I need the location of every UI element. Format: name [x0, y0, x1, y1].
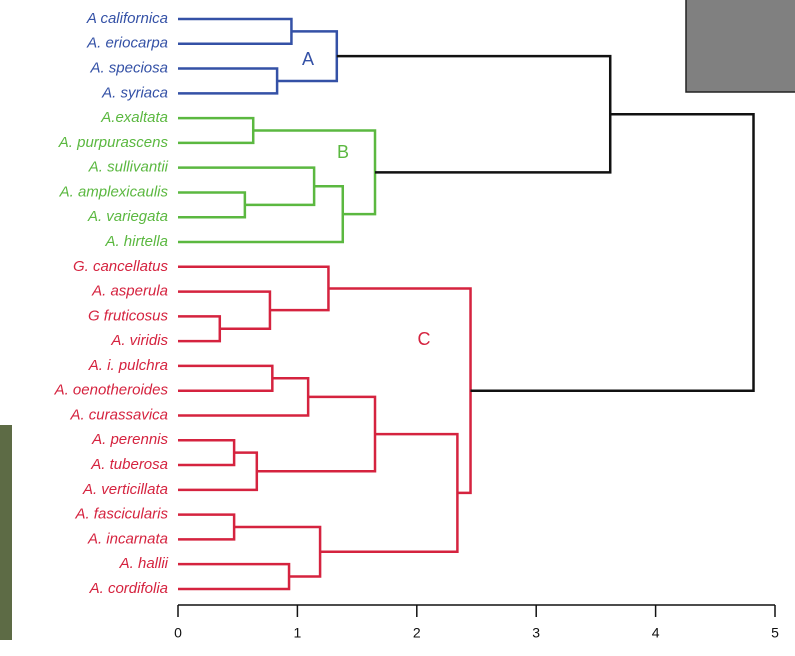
leaf-label: A. variegata	[87, 208, 168, 225]
cluster-label: C	[418, 329, 431, 349]
leaf-label: A. sullivantii	[88, 159, 169, 176]
x-tick-label: 3	[532, 625, 540, 641]
leaf-label: A. amplexicaulis	[59, 183, 169, 200]
leaf-label: A. verticillata	[82, 481, 168, 498]
leaf-label: A californica	[86, 10, 168, 27]
leaf-label: A. oenotheroides	[54, 382, 169, 399]
x-tick-label: 0	[174, 625, 182, 641]
leaf-label: A. viridis	[110, 332, 168, 349]
leaf-label: A.exaltata	[100, 109, 168, 126]
leaf-label: A. purpurascens	[58, 134, 169, 151]
leaf-label: A. i. pulchra	[88, 357, 168, 374]
leaf-label: A. asperula	[91, 283, 168, 300]
leaf-label: A. tuberosa	[90, 456, 168, 473]
cluster-label: B	[337, 142, 349, 162]
leaf-label: G. cancellatus	[73, 258, 169, 275]
chart: A californica A. eriocarpa A. speciosa A. s…	[0, 0, 795, 656]
x-tick-label: 5	[771, 625, 779, 641]
leaf-label: A. eriocarpa	[86, 35, 168, 52]
image-fragment	[0, 425, 12, 640]
x-tick-label: 1	[294, 625, 302, 641]
leaf-label: A. incarnata	[87, 530, 168, 547]
leaf-label: A. fascicularis	[74, 506, 168, 523]
leaf-label: A. speciosa	[89, 60, 168, 77]
x-tick-label: 4	[652, 625, 660, 641]
x-tick-label: 2	[413, 625, 421, 641]
leaf-label: A. curassavica	[69, 406, 168, 423]
leaf-label: A. hallii	[119, 555, 169, 572]
leaf-label: A. cordifolia	[89, 580, 168, 597]
cluster-label: A	[302, 49, 314, 69]
leaf-label: A. perennis	[91, 431, 168, 448]
overlay-box	[686, 0, 795, 92]
leaf-label: A. hirtella	[104, 233, 168, 250]
leaf-label: G fruticosus	[88, 307, 169, 324]
leaf-label: A. syriaca	[101, 84, 168, 101]
